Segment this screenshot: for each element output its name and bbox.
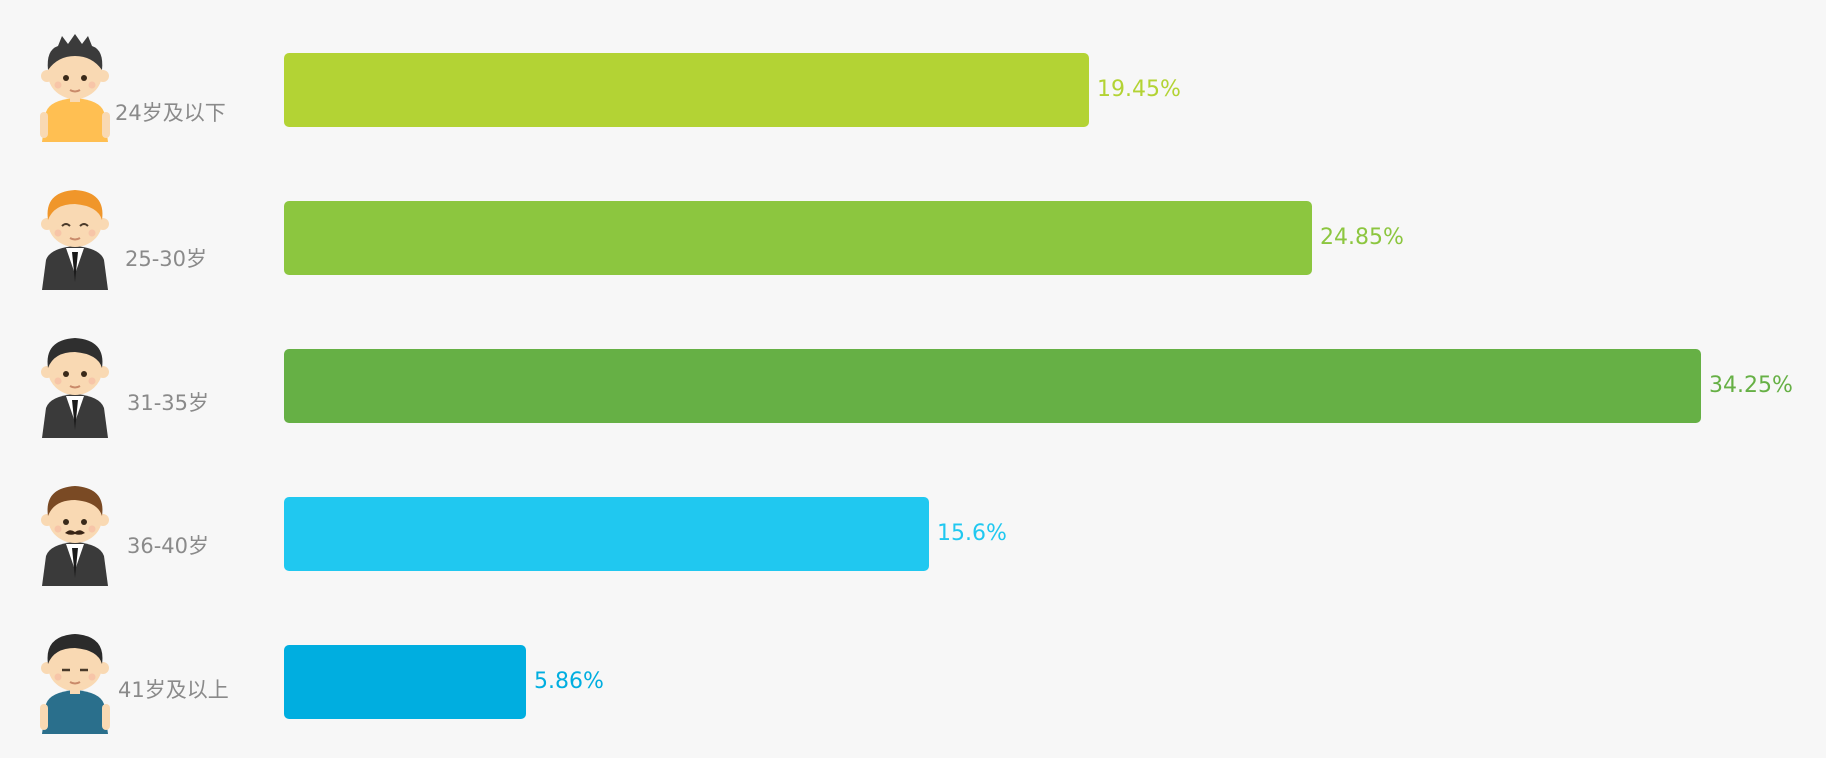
young-man-yellow-shirt-icon: [36, 34, 114, 142]
category-label: 25-30岁: [125, 247, 208, 271]
bar-row: 41岁及以上 5.86%: [0, 610, 1826, 758]
category-label: 24岁及以下: [115, 101, 226, 125]
bar: [284, 53, 1089, 127]
bar-row: 24岁及以下 19.45%: [0, 18, 1826, 166]
bar-row: 36-40岁 15.6%: [0, 462, 1826, 610]
value-label: 34.25%: [1709, 373, 1793, 398]
bar-row: 31-35岁 34.25%: [0, 314, 1826, 462]
bar: [284, 201, 1312, 275]
older-man-blue-shirt-icon: [36, 626, 114, 734]
bar: [284, 645, 526, 719]
bar: [284, 349, 1701, 423]
category-label: 31-35岁: [127, 391, 210, 415]
value-label: 5.86%: [534, 669, 604, 694]
category-label: 36-40岁: [127, 534, 210, 558]
category-label: 41岁及以上: [118, 678, 229, 702]
redhead-man-suit-icon: [36, 182, 114, 290]
value-label: 24.85%: [1320, 225, 1404, 250]
value-label: 15.6%: [937, 521, 1007, 546]
mustache-man-suit-icon: [36, 478, 114, 586]
bar-row: 25-30岁 24.85%: [0, 166, 1826, 314]
bar: [284, 497, 929, 571]
value-label: 19.45%: [1097, 77, 1181, 102]
dark-hair-man-suit-icon: [36, 330, 114, 438]
